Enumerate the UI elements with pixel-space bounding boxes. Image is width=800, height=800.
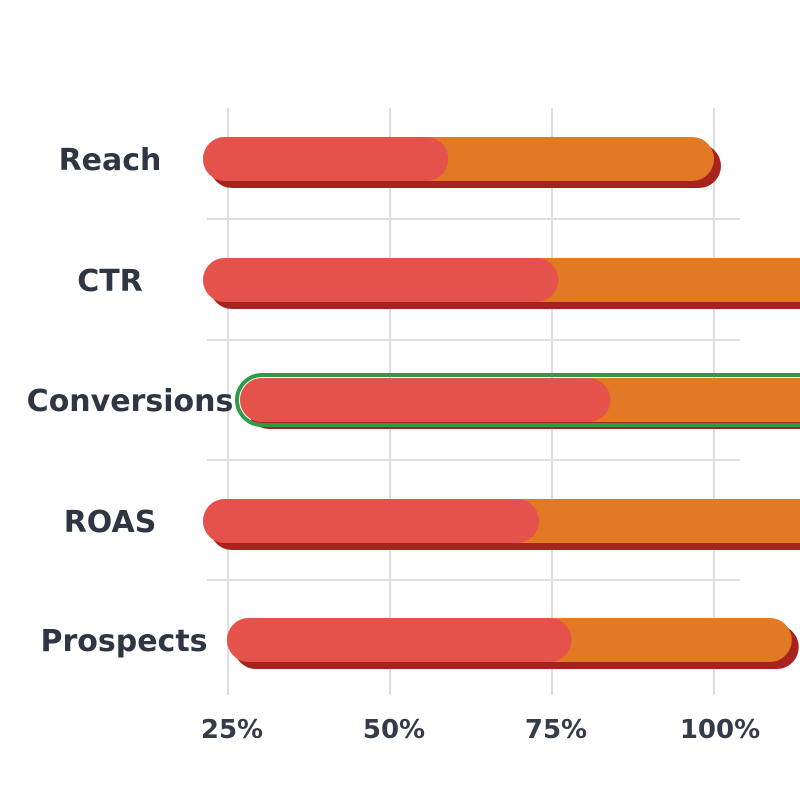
bars	[203, 137, 800, 669]
x-tick-label: 100%	[680, 715, 760, 745]
bar-segment-1	[203, 499, 540, 543]
category-label: ROAS	[64, 505, 157, 540]
category-label: Reach	[59, 143, 162, 178]
bar-highlight-outline	[235, 373, 800, 427]
bar-segment-1	[240, 378, 611, 422]
bar-segment-1	[203, 258, 559, 302]
bar-ctr	[203, 258, 800, 309]
bar-conversions	[235, 373, 800, 429]
x-tick-label: 75%	[525, 715, 587, 745]
category-label: Prospects	[40, 624, 207, 659]
category-label: Conversions	[27, 384, 234, 419]
category-label: CTR	[77, 264, 143, 299]
x-tick-label: 25%	[201, 715, 263, 745]
bar-reach	[203, 137, 721, 188]
bar-roas	[203, 499, 800, 550]
x-tick-label: 50%	[363, 715, 425, 745]
bar-segment-1	[227, 618, 572, 662]
bar-segment-1	[203, 137, 449, 181]
category-labels: Reach CTR Conversions ROAS Prospects	[27, 143, 234, 659]
bar-prospects	[227, 618, 799, 669]
x-axis-ticks: 25% 50% 75% 100%	[201, 715, 760, 745]
